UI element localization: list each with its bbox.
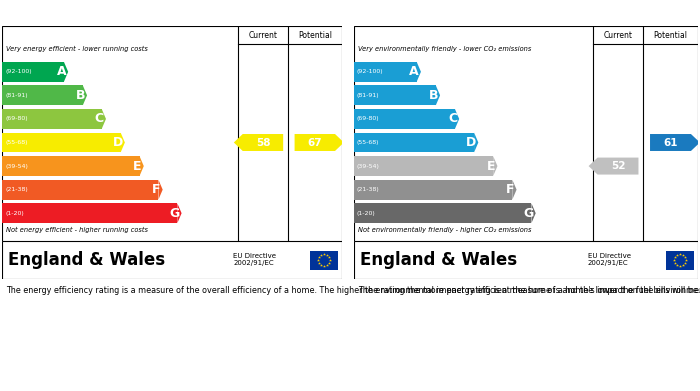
Text: (55-68): (55-68) (5, 140, 27, 145)
Text: G: G (169, 207, 180, 220)
Text: C: C (448, 113, 457, 126)
Text: G: G (524, 207, 533, 220)
Text: Current: Current (603, 30, 633, 39)
Text: Not environmentally friendly - higher CO₂ emissions: Not environmentally friendly - higher CO… (358, 227, 531, 233)
Text: (1-20): (1-20) (357, 211, 376, 216)
Text: EU Directive
2002/91/EC: EU Directive 2002/91/EC (233, 253, 276, 267)
Text: B: B (428, 89, 438, 102)
Text: England & Wales: England & Wales (360, 251, 517, 269)
Text: (21-38): (21-38) (5, 187, 28, 192)
Text: (81-91): (81-91) (357, 93, 379, 98)
Polygon shape (512, 180, 517, 199)
Text: EU Directive
2002/91/EC: EU Directive 2002/91/EC (588, 253, 631, 267)
Polygon shape (416, 62, 421, 82)
Bar (354, 203, 531, 223)
Text: (39-54): (39-54) (5, 163, 28, 169)
Text: (69-80): (69-80) (5, 117, 27, 122)
Text: Potential: Potential (654, 30, 687, 39)
Bar (2, 109, 101, 129)
Bar (2, 133, 120, 152)
Text: 58: 58 (256, 138, 270, 147)
Bar (354, 156, 493, 176)
Polygon shape (455, 109, 459, 129)
Text: E: E (133, 160, 142, 172)
Polygon shape (295, 134, 344, 151)
Polygon shape (531, 203, 536, 223)
Text: B: B (76, 89, 85, 102)
Text: (21-38): (21-38) (357, 187, 379, 192)
Polygon shape (650, 134, 700, 151)
Polygon shape (102, 109, 106, 129)
Bar (2, 203, 177, 223)
Bar (2, 86, 83, 105)
Polygon shape (474, 133, 478, 152)
Text: Energy Efficiency Rating: Energy Efficiency Rating (8, 7, 171, 20)
Text: D: D (113, 136, 123, 149)
Polygon shape (436, 86, 440, 105)
Bar (310, 251, 338, 269)
Text: 52: 52 (611, 161, 625, 171)
Polygon shape (234, 134, 284, 151)
Bar (354, 180, 512, 199)
Bar (354, 133, 474, 152)
Text: (1-20): (1-20) (5, 211, 24, 216)
Text: C: C (94, 113, 104, 126)
Polygon shape (120, 133, 125, 152)
Bar (354, 62, 416, 82)
Text: (92-100): (92-100) (5, 69, 32, 74)
Text: (55-68): (55-68) (357, 140, 379, 145)
Polygon shape (64, 62, 68, 82)
Text: 61: 61 (663, 138, 678, 147)
Text: Very energy efficient - lower running costs: Very energy efficient - lower running co… (6, 46, 148, 52)
Bar (2, 156, 139, 176)
Bar (666, 251, 694, 269)
Text: F: F (152, 183, 161, 196)
Text: F: F (506, 183, 514, 196)
Polygon shape (589, 158, 638, 174)
Text: Not energy efficient - higher running costs: Not energy efficient - higher running co… (6, 227, 148, 233)
Bar (2, 62, 64, 82)
Text: Current: Current (248, 30, 277, 39)
Text: (81-91): (81-91) (5, 93, 27, 98)
Text: Very environmentally friendly - lower CO₂ emissions: Very environmentally friendly - lower CO… (358, 46, 531, 52)
Polygon shape (494, 156, 498, 176)
Polygon shape (83, 86, 87, 105)
Text: A: A (57, 65, 66, 78)
Text: The energy efficiency rating is a measure of the overall efficiency of a home. T: The energy efficiency rating is a measur… (6, 286, 700, 295)
Text: D: D (466, 136, 476, 149)
Text: (69-80): (69-80) (357, 117, 379, 122)
Text: Environmental Impact (CO₂) Rating: Environmental Impact (CO₂) Rating (360, 7, 592, 20)
Polygon shape (177, 203, 181, 223)
Text: A: A (410, 65, 419, 78)
Text: England & Wales: England & Wales (8, 251, 165, 269)
Bar (2, 180, 158, 199)
Text: (39-54): (39-54) (357, 163, 380, 169)
Polygon shape (139, 156, 144, 176)
Text: The environmental impact rating is a measure of a home's impact on the environme: The environmental impact rating is a mea… (358, 286, 700, 295)
Bar (354, 109, 455, 129)
Text: 67: 67 (307, 138, 322, 147)
Polygon shape (158, 180, 162, 199)
Text: Potential: Potential (298, 30, 332, 39)
Text: E: E (487, 160, 496, 172)
Bar (354, 86, 436, 105)
Text: (92-100): (92-100) (357, 69, 384, 74)
